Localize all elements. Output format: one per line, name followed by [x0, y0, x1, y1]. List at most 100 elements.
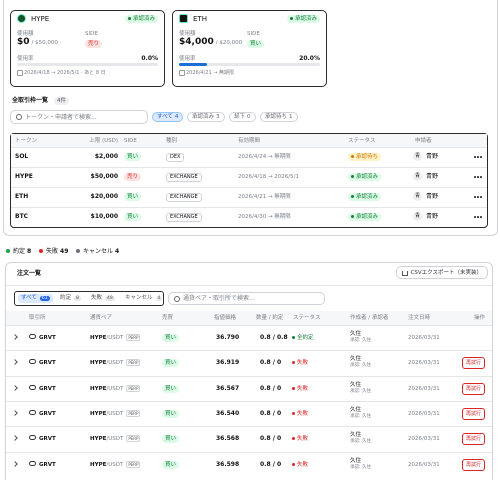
filter-label: 却下	[234, 114, 246, 120]
approver: 承認: 久住	[350, 439, 371, 445]
status-dot	[292, 411, 295, 415]
pair-quote: /USDT	[106, 410, 124, 417]
tab-label: すべて	[21, 295, 37, 301]
limit: $20,000	[90, 193, 118, 200]
column-header: 注文日時	[408, 315, 431, 321]
used-label: 使用額	[17, 31, 34, 37]
retry-button[interactable]: 再試行	[462, 433, 486, 446]
approver: 承認: 久住	[350, 413, 371, 419]
side-label: SIDE	[85, 31, 98, 37]
card-token: ETH	[193, 15, 207, 23]
row-divider	[11, 187, 487, 188]
rate-label: 使用率	[179, 56, 196, 62]
menu-dot[interactable]	[474, 196, 476, 198]
column-header: 上限 (USD)	[89, 138, 118, 144]
pair-base: HYPE	[90, 436, 107, 443]
price: 36.598	[216, 460, 240, 468]
rate-label: 使用率	[17, 56, 34, 62]
filter-pill[interactable]: すべて 4	[152, 112, 184, 122]
status-text: 失敗	[297, 461, 309, 468]
menu-dot[interactable]	[474, 176, 476, 178]
exchange-icon	[29, 334, 36, 339]
menu-dot[interactable]	[480, 176, 482, 178]
summary-count: 8	[27, 248, 32, 255]
row-divider	[11, 147, 487, 148]
pair-tag: PERP	[126, 359, 141, 367]
menu-dot[interactable]	[477, 176, 479, 178]
status-dot	[289, 17, 293, 20]
qty: 0.8 / 0	[260, 384, 282, 392]
pair-base: HYPE	[90, 335, 107, 341]
orders-title: 注文一覧	[17, 270, 42, 277]
qty: 0.8 / 0	[260, 435, 282, 443]
search-placeholder: トークン・申請者で検索...	[25, 114, 97, 121]
avatar: 青	[413, 172, 422, 181]
qty: 0.8 / 0	[260, 409, 282, 417]
pair: HYPE/USDT PERP	[90, 460, 141, 469]
calendar-icon	[17, 70, 23, 76]
status-dot	[292, 336, 295, 339]
tab-count: 8	[74, 296, 81, 301]
retry-button[interactable]: 再試行	[462, 357, 486, 370]
type: EXCHANGE	[166, 213, 202, 222]
search[interactable]: トークン・申請者で検索...	[10, 110, 148, 124]
order-tab[interactable]: すべて 61	[18, 294, 53, 303]
status-text: 失敗	[297, 385, 309, 392]
card-status: 承認済み	[124, 15, 158, 23]
status-dot	[351, 195, 354, 198]
menu-dot[interactable]	[477, 156, 479, 158]
qty: 0.8 / 0	[260, 359, 282, 367]
summary-item: キャンセル 4	[76, 248, 119, 256]
token: BTC	[15, 213, 29, 220]
menu-dot[interactable]	[480, 196, 482, 198]
status-text: 失敗	[297, 436, 309, 443]
side: 買い	[124, 153, 142, 161]
column-header: 種別	[166, 138, 178, 144]
menu-dot[interactable]	[474, 216, 476, 218]
period: 2026/4/21 → 無期限	[238, 194, 291, 200]
pair-quote: /USDT	[106, 335, 124, 341]
card-side: 売り	[85, 40, 103, 48]
count-badge: 4件	[54, 97, 69, 105]
menu-dot[interactable]	[474, 156, 476, 158]
type: EXCHANGE	[166, 193, 202, 202]
approver: 承認: 久住	[350, 363, 371, 369]
price: 36.568	[216, 435, 240, 443]
token: HYPE	[15, 173, 33, 180]
menu-dot[interactable]	[480, 216, 482, 218]
order-tab[interactable]: キャンセル 4	[122, 294, 165, 303]
row-divider	[11, 167, 487, 168]
search[interactable]: 通貨ペア・取引所で検索...	[168, 292, 325, 305]
status: 承認済み	[348, 193, 382, 201]
pair: HYPE/USDT PERP	[90, 359, 141, 367]
exchange-icon	[29, 359, 36, 365]
menu-dot[interactable]	[477, 196, 479, 198]
row-divider	[6, 451, 492, 453]
row-divider	[6, 325, 492, 326]
retry-button[interactable]: 再試行	[462, 382, 486, 395]
filter-pill[interactable]: 承認待ち 1	[260, 112, 298, 122]
order-tab[interactable]: 失敗 49	[88, 294, 118, 303]
column-header: トークン	[15, 138, 38, 144]
status: 失敗	[292, 359, 308, 367]
limits-panel	[3, 0, 498, 236]
order-tab[interactable]: 約定 8	[57, 294, 84, 303]
retry-button[interactable]: 再試行	[462, 458, 486, 471]
used-limit: / $50,000	[31, 40, 58, 46]
status-dot	[351, 155, 354, 158]
filter-pill[interactable]: 承認済み 3	[187, 112, 225, 122]
filter-count: 0	[247, 114, 251, 120]
side: 買い	[162, 460, 180, 469]
export-button[interactable]: CSVエクスポート（未実装）	[395, 266, 488, 279]
price: 36.567	[216, 384, 240, 392]
table-head-bg	[11, 134, 487, 147]
applicant: 青野	[426, 173, 439, 180]
used-amount: $0	[17, 37, 30, 47]
status-text: 承認済み	[132, 16, 155, 22]
menu-dot[interactable]	[480, 156, 482, 158]
rate-track	[17, 63, 158, 66]
retry-button[interactable]: 再試行	[462, 407, 486, 420]
period: 2026/4/30 → 無期限	[238, 214, 291, 220]
filter-pill[interactable]: 却下 0	[229, 112, 256, 122]
menu-dot[interactable]	[477, 216, 479, 218]
